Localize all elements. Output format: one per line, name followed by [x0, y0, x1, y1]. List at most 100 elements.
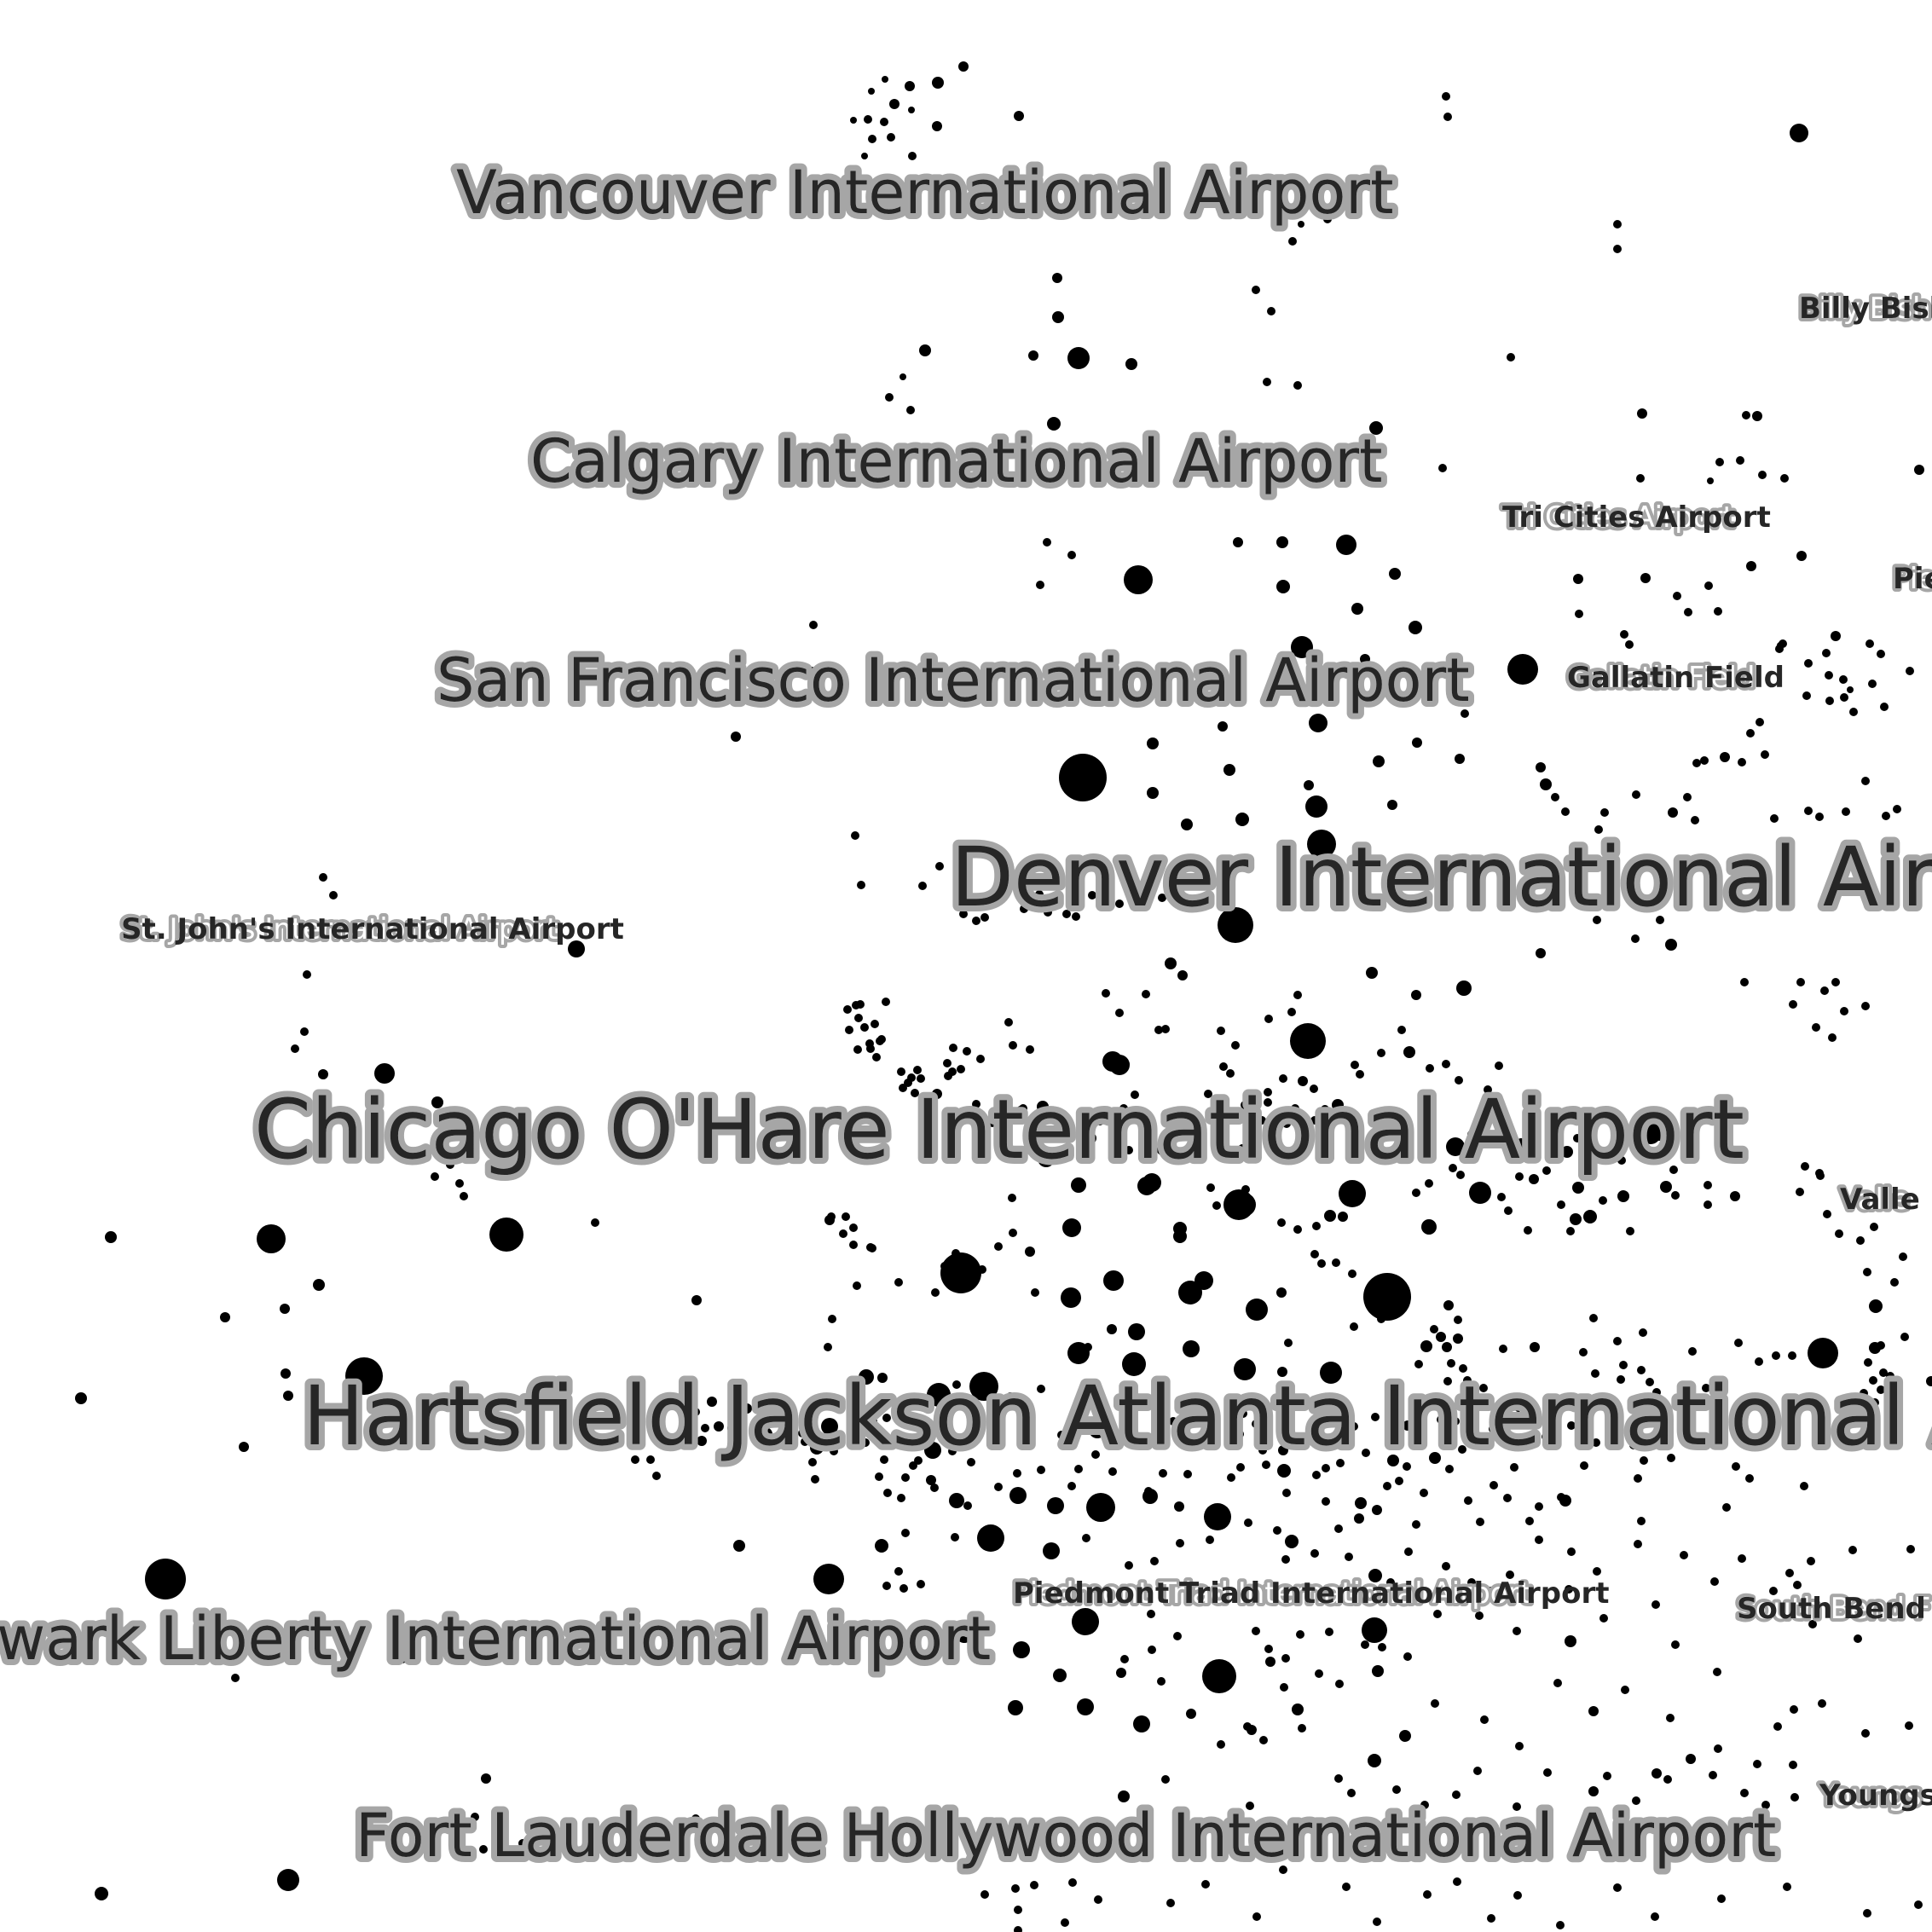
airport-dot	[1500, 1413, 1508, 1421]
airport-dot	[105, 1231, 117, 1243]
airport-dot	[489, 1218, 523, 1252]
airport-dot	[1233, 537, 1243, 547]
airport-dot	[1436, 1332, 1446, 1342]
airport-dot	[1265, 1657, 1275, 1667]
airport-dot	[1668, 807, 1678, 818]
airport-dot	[1231, 1041, 1240, 1050]
airport-dot	[1169, 1417, 1177, 1426]
airport-dot	[691, 1408, 700, 1416]
airport-dot	[1176, 1130, 1184, 1138]
airport-dot	[1252, 1420, 1260, 1428]
airport-dot	[1243, 1722, 1252, 1731]
label-piedmont-triad-international-airport[interactable]: Piedmont Triad International Airport Pie…	[1009, 1573, 1610, 1614]
airport-dot	[1321, 1436, 1329, 1444]
airport-dot	[1391, 1437, 1400, 1445]
airport-dot	[1742, 411, 1750, 419]
airport-dot	[239, 1442, 249, 1452]
airport-dot	[1043, 1542, 1060, 1559]
airport-dot	[1796, 551, 1807, 561]
airport-dot	[1704, 1200, 1712, 1209]
airport-dot	[1620, 630, 1628, 639]
label-st-johns-international-airport[interactable]: St. John's International Airport St. Joh…	[118, 909, 624, 950]
airport-dot	[707, 1397, 717, 1407]
airport-dot	[988, 1119, 997, 1127]
airport-dot	[663, 1830, 672, 1838]
airport-dot	[993, 1829, 1002, 1837]
airport-dot	[1334, 1774, 1343, 1783]
airport-dot	[1157, 1145, 1167, 1155]
label-chicago-ohare-international-airport[interactable]: Chicago O'Hare International Airport Chi…	[248, 1076, 1750, 1183]
airport-dot	[1848, 1546, 1857, 1554]
airport-dot	[1671, 1640, 1680, 1649]
airport-dot	[1738, 1554, 1746, 1563]
airport-dot	[1161, 1775, 1170, 1784]
airport-dot	[1377, 1315, 1385, 1323]
label-vancouver-international-airport[interactable]: Vancouver International Airport Vancouve…	[450, 152, 1400, 234]
label-newark-liberty-international-airport[interactable]: wark Liberty International Airport wark …	[0, 1598, 997, 1680]
airport-dot	[257, 1224, 286, 1253]
airport-dot	[1009, 1487, 1027, 1504]
airport-dot	[1442, 92, 1450, 101]
airport-dot	[1684, 608, 1692, 616]
airport-dot	[1825, 671, 1833, 680]
airport-dot	[1458, 1445, 1466, 1454]
label-fort-lauderdale-hollywood-international-airport[interactable]: Fort Lauderdale Hollywood International …	[350, 1795, 1782, 1877]
label-south-bend-airport[interactable]: South Bend F South Bend F	[1733, 1588, 1932, 1629]
label-hartsfield-jackson-atlanta-international-airport[interactable]: Hartsfield Jackson Atlanta International…	[297, 1362, 1932, 1470]
airport-dot	[1669, 1140, 1678, 1148]
airport-dot	[1646, 1378, 1654, 1386]
airport-dot	[1671, 1191, 1680, 1200]
airport-dot	[917, 1580, 925, 1588]
label-pie-airport[interactable]: Pie Pie	[1889, 558, 1932, 599]
label-youngstown-airport[interactable]: Youngs Youngs	[1815, 1775, 1932, 1816]
airport-dot	[894, 1278, 903, 1287]
airport-dot	[798, 1429, 807, 1437]
airport-dot	[1350, 1322, 1358, 1331]
label-gallatin-field[interactable]: Gallatin Field Gallatin Field	[1564, 657, 1784, 698]
airport-dot	[1089, 1421, 1106, 1438]
airport-dot	[1524, 1226, 1532, 1235]
airport-dot	[1074, 1465, 1083, 1473]
airport-dot	[446, 1160, 454, 1169]
airport-dot	[1714, 607, 1722, 616]
airport-dot	[1812, 1023, 1820, 1032]
airport-dot	[963, 1047, 971, 1056]
airport-dot	[853, 1045, 862, 1054]
label-billy-bishop-airport[interactable]: Billy Bish Billy Bish	[1796, 288, 1932, 329]
airport-dot	[877, 1035, 886, 1044]
airport-dot	[811, 1475, 819, 1484]
airport-dot	[1456, 980, 1472, 996]
label-calgary-international-airport[interactable]: Calgary International Airport Calgary In…	[524, 420, 1389, 502]
airport-dot	[1572, 1182, 1584, 1194]
airport-dot	[1404, 1547, 1413, 1556]
airport-dot	[1429, 670, 1439, 680]
airport-dot	[1746, 729, 1755, 738]
airport-dot	[759, 1427, 772, 1441]
label-denver-international-airport[interactable]: Denver International Airpo Denver Intern…	[945, 824, 1932, 931]
airport-dot	[1535, 1536, 1543, 1544]
airport-dot	[145, 1559, 186, 1599]
airport-dot	[1807, 1557, 1815, 1565]
airport-dot	[280, 1304, 290, 1314]
airport-dot	[1804, 807, 1813, 815]
airport-dot	[1001, 1102, 1009, 1110]
airport-dot	[1816, 1171, 1825, 1180]
airport-dot	[1165, 957, 1177, 969]
airport-dot	[1863, 1268, 1871, 1276]
airport-dot	[1292, 1704, 1304, 1715]
airport-dot	[1551, 793, 1559, 801]
airport-dot	[919, 344, 931, 356]
airport-dot	[1252, 1627, 1260, 1635]
airport-dot	[904, 1079, 912, 1087]
airport-dot	[1284, 1339, 1293, 1347]
label-san-francisco-international-airport[interactable]: San Francisco International Airport San …	[431, 639, 1476, 721]
label-valle-airport[interactable]: Valle Valle	[1837, 1179, 1920, 1220]
label-tri-cities-airport[interactable]: Tri Cities Airport Tri Cities Airport	[1498, 497, 1771, 538]
airport-dot	[277, 1869, 299, 1891]
svg-text:Billy Bish: Billy Bish	[1799, 292, 1932, 326]
airport-dot	[1593, 916, 1601, 924]
airport-dot	[1893, 805, 1901, 813]
airport-dot	[1273, 1526, 1281, 1535]
airport-dot	[850, 117, 857, 124]
airport-dot	[1386, 1578, 1395, 1587]
